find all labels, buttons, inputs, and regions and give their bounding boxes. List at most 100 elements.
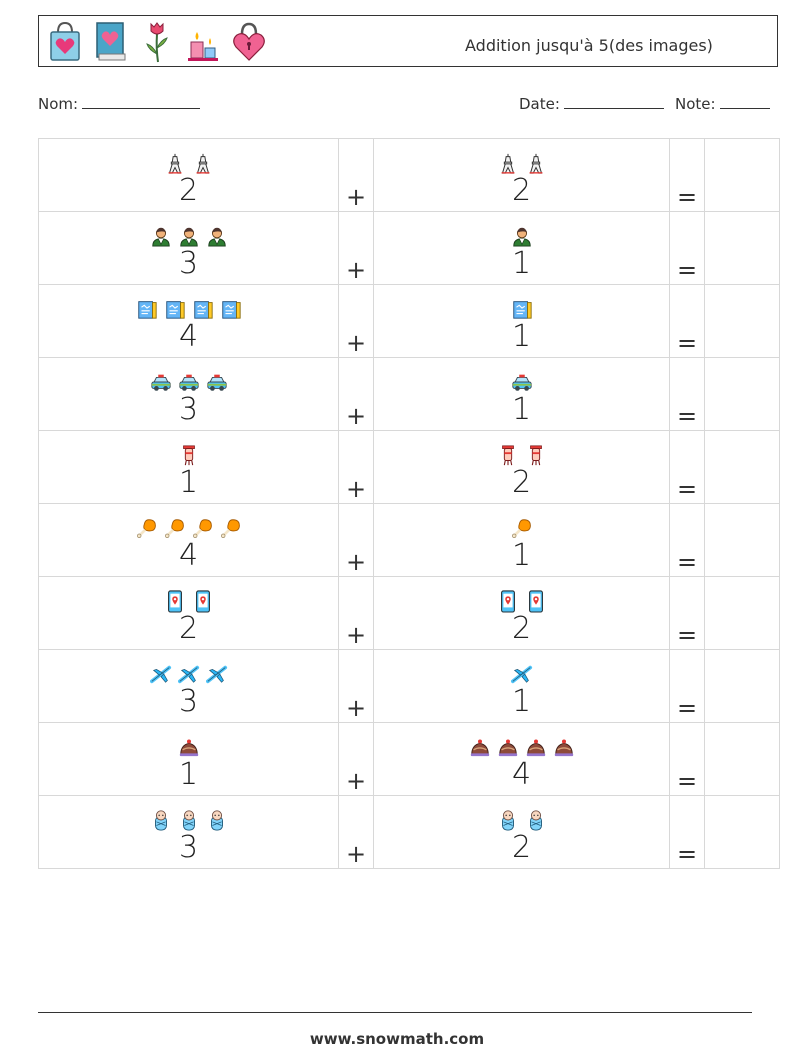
answer-cell[interactable] — [704, 430, 780, 504]
plus-sign: + — [338, 430, 374, 504]
love-book-icon — [96, 22, 126, 61]
addend-a-cell: 3 — [38, 649, 339, 723]
addend-a-cell: 4 — [38, 503, 339, 577]
addend-b-cell: 1 — [373, 503, 670, 577]
plus-sign: + — [338, 284, 374, 358]
addend-a-icons — [39, 804, 338, 832]
equals-sign: = — [669, 503, 705, 577]
answer-cell[interactable] — [704, 284, 780, 358]
date-blank[interactable] — [563, 94, 664, 109]
addend-a-icons — [39, 512, 338, 540]
addend-b-number: 4 — [511, 757, 532, 792]
equals-sign: = — [669, 138, 705, 212]
heart-padlock-icon — [233, 22, 265, 61]
lantern-icon — [501, 445, 514, 466]
plus-sign: + — [338, 649, 374, 723]
problem-row: 2 +2 = — [38, 576, 780, 650]
chicken-leg-icon — [192, 519, 212, 538]
equals-sign: = — [669, 722, 705, 796]
chicken-leg-icon — [164, 519, 184, 538]
book-icon — [221, 301, 241, 319]
equals-sign: = — [669, 649, 705, 723]
baby-icon — [182, 810, 195, 831]
problem-row: 3 +2 = — [38, 795, 780, 869]
addend-a-number: 2 — [178, 173, 199, 208]
note-blank[interactable] — [719, 94, 770, 109]
person-icon — [512, 227, 531, 247]
addend-a-icons — [39, 147, 338, 175]
addend-b-cell: 1 — [373, 357, 670, 431]
addend-a-icons — [39, 658, 338, 686]
header-icons — [45, 18, 269, 64]
addend-b-number: 1 — [511, 538, 532, 573]
problem-row: 3 +1 = — [38, 649, 780, 723]
answer-cell[interactable] — [704, 503, 780, 577]
addend-a-icons — [39, 366, 338, 394]
worksheet-header: Addition jusqu'à 5(des images) — [38, 15, 778, 67]
answer-cell[interactable] — [704, 357, 780, 431]
addend-b-cell: 1 — [373, 284, 670, 358]
book-icon — [193, 301, 213, 319]
baby-icon — [501, 810, 514, 831]
answer-cell[interactable] — [704, 138, 780, 212]
addend-b-number: 1 — [511, 392, 532, 427]
addend-a-number: 3 — [178, 684, 199, 719]
addend-a-number: 3 — [178, 392, 199, 427]
equals-sign: = — [669, 576, 705, 650]
birthday-cake-icon — [188, 32, 218, 61]
problem-row: 3 +1 = — [38, 357, 780, 431]
note-label: Note: — [675, 95, 716, 113]
name-field: Nom: — [38, 94, 201, 113]
lantern-icon — [529, 445, 542, 466]
plus-sign: + — [338, 576, 374, 650]
addend-a-number: 1 — [178, 757, 199, 792]
chicken-leg-icon — [220, 519, 240, 538]
addend-a-icons — [39, 439, 338, 467]
cake-icon — [554, 739, 573, 757]
problem-row: 2 +2 = — [38, 138, 780, 212]
cake-icon — [179, 739, 198, 757]
book-icon — [165, 301, 185, 319]
plus-sign: + — [338, 795, 374, 869]
addend-b-number: 1 — [511, 319, 532, 354]
addend-b-number: 2 — [511, 465, 532, 500]
book-icon — [137, 301, 157, 319]
addend-a-icons — [39, 585, 338, 613]
addend-a-number: 4 — [178, 319, 199, 354]
answer-cell[interactable] — [704, 795, 780, 869]
shopping-bag-heart-icon — [50, 21, 80, 61]
addend-b-icons — [374, 658, 669, 686]
person-icon — [151, 227, 170, 247]
addend-b-icons — [374, 585, 669, 613]
addend-b-cell: 2 — [373, 576, 670, 650]
addend-b-number: 1 — [511, 684, 532, 719]
plus-sign: + — [338, 503, 374, 577]
person-icon — [179, 227, 198, 247]
plus-sign: + — [338, 211, 374, 285]
addend-a-cell: 3 — [38, 211, 339, 285]
addend-a-number: 1 — [178, 465, 199, 500]
equals-sign: = — [669, 795, 705, 869]
problem-row: 3 +1 = — [38, 211, 780, 285]
answer-cell[interactable] — [704, 722, 780, 796]
addend-b-cell: 4 — [373, 722, 670, 796]
car-icon — [206, 374, 227, 391]
cake-icon — [470, 739, 489, 757]
equals-sign: = — [669, 211, 705, 285]
name-blank[interactable] — [82, 94, 201, 109]
name-label: Nom: — [38, 95, 79, 113]
baby-icon — [154, 810, 167, 831]
problem-row: 4 +1 = — [38, 284, 780, 358]
addend-b-icons — [374, 439, 669, 467]
addend-a-number: 2 — [178, 611, 199, 646]
answer-cell[interactable] — [704, 649, 780, 723]
addend-b-number: 2 — [511, 830, 532, 865]
addend-b-icons — [374, 220, 669, 248]
car-icon — [511, 374, 532, 391]
addend-b-number: 2 — [511, 611, 532, 646]
footer-divider — [38, 1012, 752, 1013]
phone-map-icon — [195, 590, 210, 613]
answer-cell[interactable] — [704, 576, 780, 650]
addend-b-number: 2 — [511, 173, 532, 208]
answer-cell[interactable] — [704, 211, 780, 285]
